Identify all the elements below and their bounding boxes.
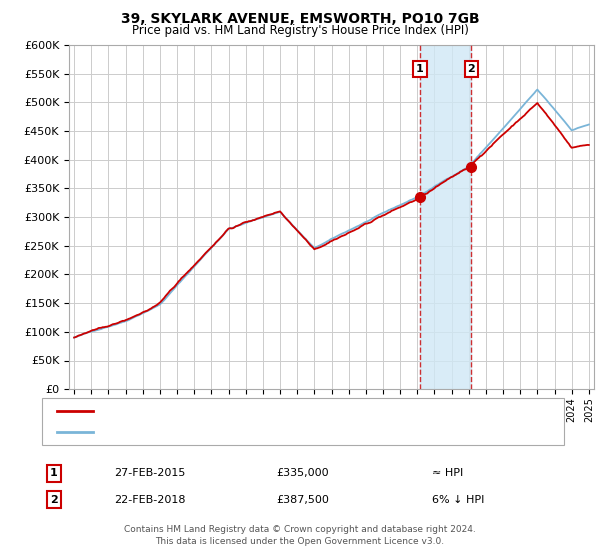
Text: £387,500: £387,500 (276, 494, 329, 505)
Bar (420, 45, 472, 389)
Text: 1: 1 (416, 64, 424, 74)
Text: 22-FEB-2018: 22-FEB-2018 (114, 494, 185, 505)
Text: 2: 2 (50, 494, 58, 505)
Text: HPI: Average price, detached house, Havant: HPI: Average price, detached house, Hava… (99, 427, 329, 437)
Text: 39, SKYLARK AVENUE, EMSWORTH, PO10 7GB: 39, SKYLARK AVENUE, EMSWORTH, PO10 7GB (121, 12, 479, 26)
Text: 39, SKYLARK AVENUE, EMSWORTH, PO10 7GB (detached house): 39, SKYLARK AVENUE, EMSWORTH, PO10 7GB (… (99, 406, 432, 416)
Text: Contains HM Land Registry data © Crown copyright and database right 2024.
This d: Contains HM Land Registry data © Crown c… (124, 525, 476, 546)
Text: ≈ HPI: ≈ HPI (432, 468, 463, 478)
Text: 6% ↓ HPI: 6% ↓ HPI (432, 494, 484, 505)
Text: 27-FEB-2015: 27-FEB-2015 (114, 468, 185, 478)
Text: Price paid vs. HM Land Registry's House Price Index (HPI): Price paid vs. HM Land Registry's House … (131, 24, 469, 37)
Text: 2: 2 (467, 64, 475, 74)
Text: 1: 1 (50, 468, 58, 478)
Text: £335,000: £335,000 (276, 468, 329, 478)
